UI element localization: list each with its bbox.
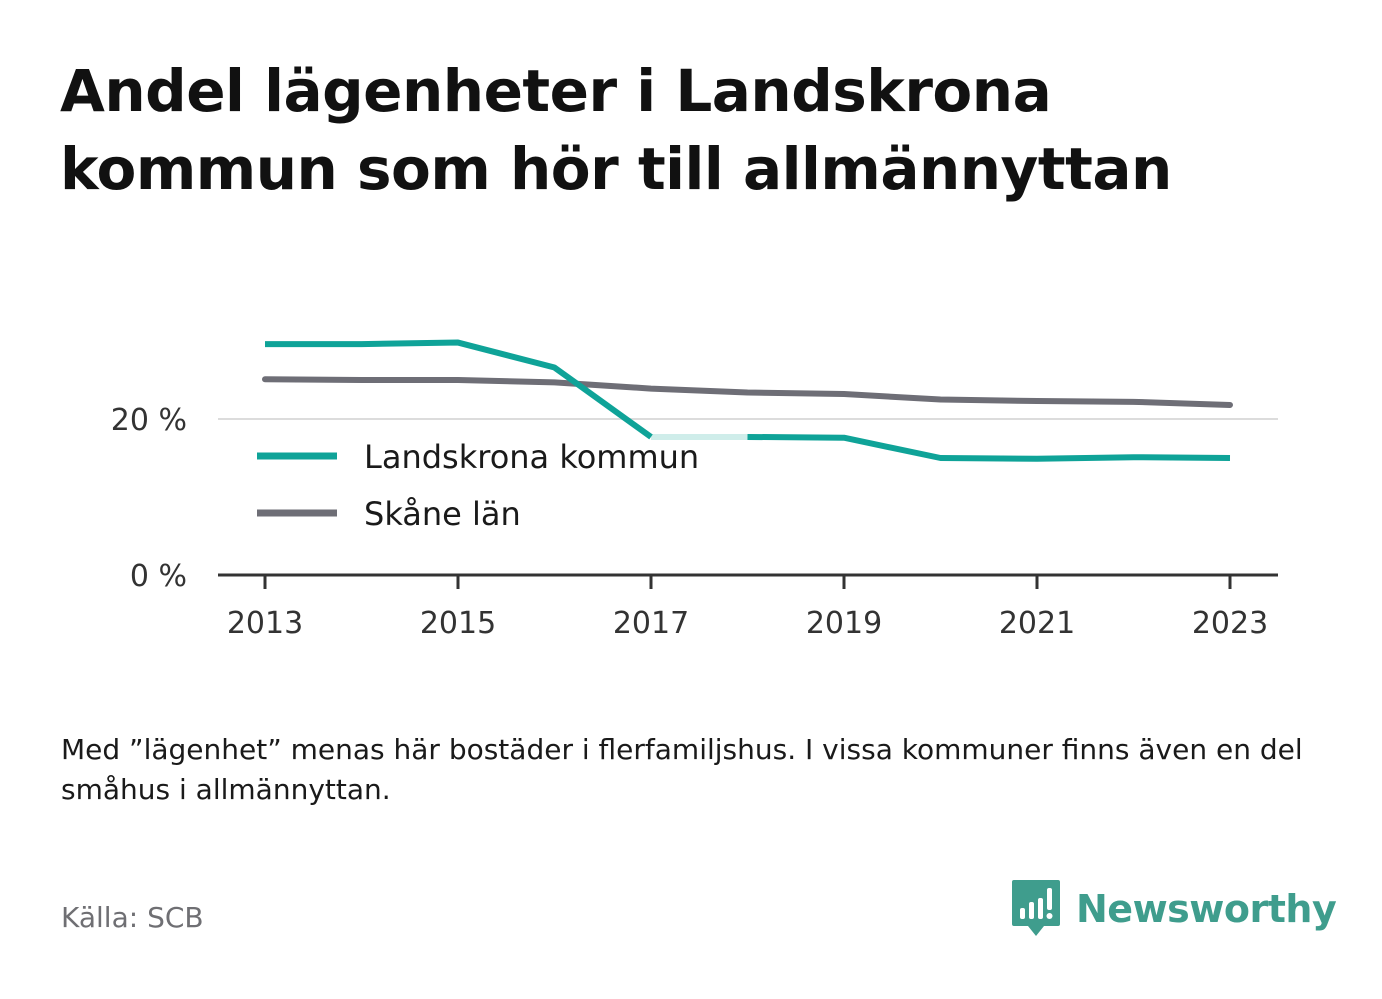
series-lines <box>262 339 1233 462</box>
chart-title: Andel lägenheter i Landskrona kommun som… <box>60 57 1172 203</box>
footnote: Med ”lägenhet” menas här bostäder i fler… <box>61 733 1303 806</box>
x-tick-labels: 2013 2015 2017 2019 2021 2023 <box>227 606 1268 641</box>
x-tick-label: 2019 <box>806 606 882 641</box>
legend-label-skane: Skåne län <box>364 495 521 533</box>
x-tick-label: 2013 <box>227 606 303 641</box>
x-tick-label: 2021 <box>999 606 1075 641</box>
series-line-landskrona <box>265 339 653 440</box>
series-line-skane <box>262 376 1233 408</box>
newsworthy-logo-icon <box>1012 880 1060 936</box>
series-line-landskrona <box>747 433 1231 462</box>
brand-name: Newsworthy <box>1076 887 1337 931</box>
source-label: Källa: SCB <box>61 901 204 934</box>
x-tick-label: 2017 <box>613 606 689 641</box>
brand-logo: Newsworthy <box>1010 878 1337 940</box>
x-tick-label: 2015 <box>420 606 496 641</box>
legend-label-landskrona: Landskrona kommun <box>364 438 699 476</box>
x-tick-label: 2023 <box>1192 606 1268 641</box>
x-axis <box>218 573 1278 589</box>
y-tick-label: 20 % <box>111 403 187 438</box>
legend: Landskrona kommun Skåne län <box>257 438 699 533</box>
y-tick-label: 0 % <box>130 559 187 594</box>
y-tick-labels: 0 % 20 % <box>111 403 187 594</box>
